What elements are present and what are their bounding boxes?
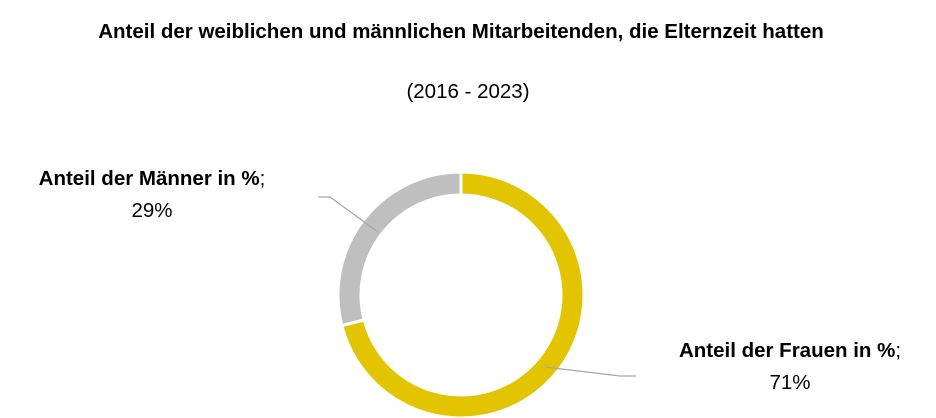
value-label: 29%: [131, 199, 172, 222]
label-separator: ;: [260, 167, 266, 190]
label-separator: ;: [895, 339, 901, 362]
chart-title: Anteil der weiblichen und männlichen Mit…: [98, 20, 824, 43]
data-label: Anteil der Frauen in %;: [679, 339, 901, 362]
donut-slice: [340, 170, 586, 418]
donut-slice: [336, 170, 463, 328]
category-name: Anteil der Frauen in %: [679, 339, 895, 362]
value-label: 71%: [769, 371, 810, 394]
data-label: Anteil der Männer in %;: [39, 167, 266, 190]
leader-line: [544, 366, 636, 377]
category-name: Anteil der Männer in %: [39, 167, 260, 190]
chart-subtitle: (2016 - 2023): [406, 80, 530, 103]
leader-line: [318, 196, 379, 233]
